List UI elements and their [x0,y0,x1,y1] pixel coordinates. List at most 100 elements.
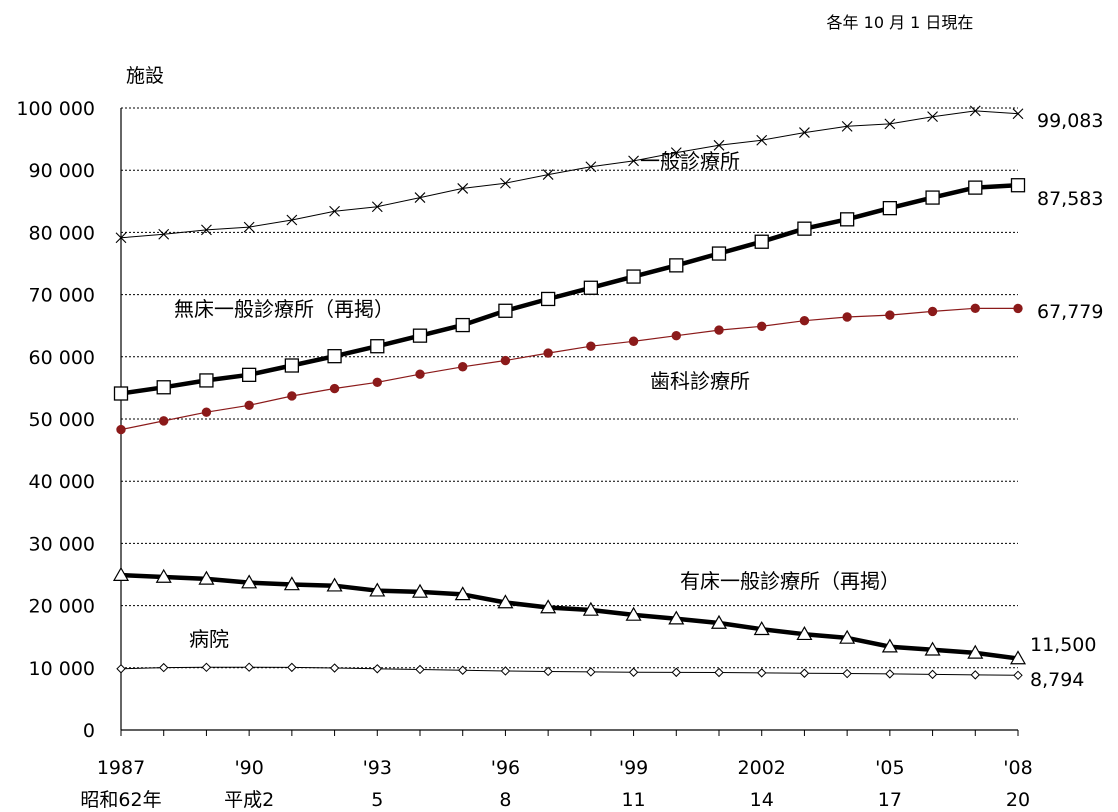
data-point [415,664,425,675]
data-point [968,180,983,195]
data-point [757,321,767,332]
series-line [120,572,1019,661]
data-point [1013,670,1023,681]
x-tick-label-era: 11 [621,789,645,811]
series-line [120,307,1019,431]
series-x [115,105,1024,244]
end-value-label: 87,583 [1037,188,1103,210]
data-point [714,667,724,678]
data-point [927,669,938,680]
series-label-clinic: 一般診療所 [640,149,740,173]
data-point [329,205,340,217]
series-lines [112,105,1027,681]
series-line [120,666,1019,676]
data-point [543,348,553,358]
data-point [799,316,810,326]
data-point [371,201,383,213]
data-point [628,155,639,167]
end-value-label: 67,779 [1037,301,1103,323]
series-dot [116,303,1023,435]
series-line [120,110,1019,239]
data-point [583,280,599,295]
x-tick-label-era: 8 [499,789,511,811]
data-point [882,200,898,216]
data-point [156,380,171,395]
data-point [329,663,340,673]
data-point [116,664,126,674]
data-point [754,234,769,249]
data-point [757,668,767,678]
data-point [497,594,514,609]
x-tick-label: '99 [619,757,648,779]
data-point [1012,108,1024,120]
data-point [543,666,553,677]
data-point [414,192,426,203]
y-tick-label: 40 000 [29,471,95,493]
data-point [756,134,768,146]
data-point [286,214,298,226]
x-tick-label: '05 [875,757,904,779]
x-tick-label: '93 [363,757,392,779]
series-labels: 一般診療所 無床一般診療所（再掲） 歯科診療所 有床一般診療所（再掲） 病院 [174,149,900,651]
data-point [155,568,172,583]
data-point [287,662,297,673]
y-tick-label: 10 000 [29,658,95,680]
data-point [885,669,895,679]
data-point [198,570,215,585]
data-point [841,120,853,132]
data-point [884,118,896,130]
data-point [625,606,642,621]
data-point [244,662,254,672]
x-tick-label: 2002 [738,757,786,779]
data-point [370,339,385,354]
data-point [500,666,511,676]
data-point [201,662,212,673]
y-tick-label: 80 000 [29,222,95,244]
data-point [372,664,382,674]
data-point [626,269,641,284]
x-tick-label-era: 5 [371,789,383,811]
data-point [714,325,724,335]
data-point [669,258,684,273]
x-tick-label-era: 14 [750,789,774,811]
data-point [668,610,685,625]
y-tick-label: 70 000 [29,285,95,307]
y-tick-label: 0 [83,720,95,742]
data-point [241,574,258,589]
y-tick-label: 20 000 [29,596,95,618]
series-label-clinic-bed: 有床一般診療所（再掲） [680,569,900,593]
date-note: 各年 10 月 1 日現在 [827,13,974,32]
data-point [327,349,342,364]
data-point [201,407,212,417]
y-tick-label: 100 000 [16,98,95,120]
data-point [1010,178,1026,193]
data-point [671,330,681,341]
y-tick-label: 90 000 [29,160,95,182]
data-point [925,190,940,205]
data-point [199,373,214,388]
data-point [411,583,429,598]
data-point [713,139,725,151]
end-value-label: 8,794 [1030,669,1084,691]
data-point [287,391,297,401]
data-point [412,328,428,343]
data-point [243,221,255,233]
data-point [113,386,129,401]
data-point [115,232,127,244]
data-point [415,369,425,379]
data-point [582,601,599,616]
data-point [969,105,981,117]
data-point [671,667,681,678]
data-point [753,621,770,636]
end-value-label: 11,500 [1030,634,1096,656]
data-point [710,614,728,629]
end-value-labels: 99,083 87,583 67,779 11,500 8,794 [1030,110,1103,691]
data-point [927,111,938,123]
data-point [586,341,596,351]
data-point [799,668,810,678]
data-point [159,662,169,673]
data-point [839,212,855,227]
series-label-clinic-no-bed: 無床一般診療所（再掲） [174,297,394,321]
y-tick-label: 60 000 [29,347,95,369]
data-point [628,667,639,677]
